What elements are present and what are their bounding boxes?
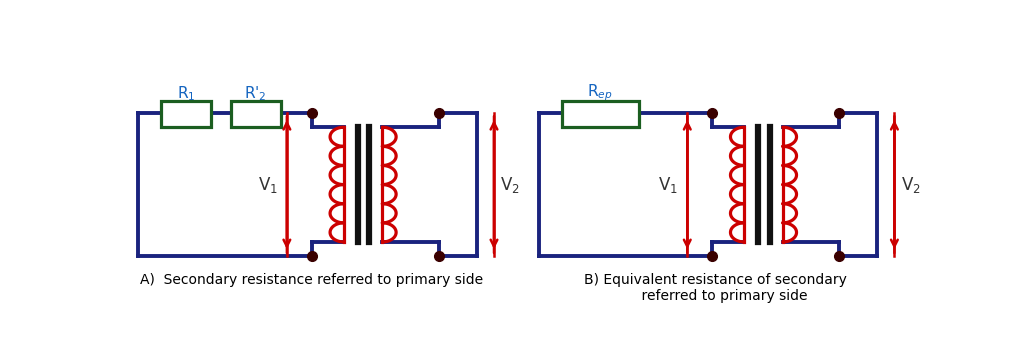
Text: V$_1$: V$_1$: [658, 175, 678, 195]
Text: V$_1$: V$_1$: [258, 175, 278, 195]
FancyBboxPatch shape: [562, 101, 639, 127]
Text: R$_{ep}$: R$_{ep}$: [588, 82, 613, 103]
Text: R$_1$: R$_1$: [177, 84, 196, 103]
Text: V$_2$: V$_2$: [900, 175, 921, 195]
Text: B) Equivalent resistance of secondary
    referred to primary side: B) Equivalent resistance of secondary re…: [585, 273, 847, 303]
Text: R'$_2$: R'$_2$: [245, 84, 267, 103]
FancyBboxPatch shape: [162, 101, 211, 127]
FancyBboxPatch shape: [230, 101, 281, 127]
Text: V$_2$: V$_2$: [500, 175, 520, 195]
Text: A)  Secondary resistance referred to primary side: A) Secondary resistance referred to prim…: [140, 273, 483, 287]
